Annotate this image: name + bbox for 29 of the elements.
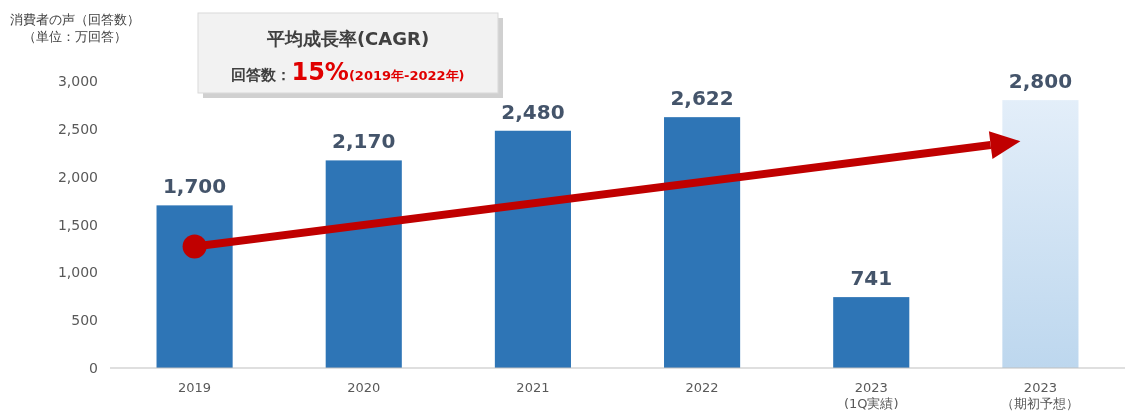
bar <box>664 117 741 368</box>
data-label: 741 <box>850 266 893 291</box>
data-label: 2,800 <box>1008 69 1073 94</box>
x-tick-label: 2023 (1Q実績) <box>843 380 899 412</box>
bar <box>494 130 571 368</box>
x-tick-label: 2019 <box>178 380 212 395</box>
data-label: 2,622 <box>670 86 734 111</box>
y-tick-label: 500 <box>71 312 98 329</box>
bar <box>325 160 402 368</box>
x-tick-label: 2020 <box>347 380 381 395</box>
data-label: 1,700 <box>162 174 227 199</box>
text: 平均成長率(CAGR) <box>265 28 430 49</box>
y-tick-label: 1,500 <box>57 216 98 233</box>
x-tick-label: 2022 <box>685 380 719 395</box>
bar <box>156 205 233 368</box>
y-tick-label: 3,000 <box>57 73 98 89</box>
bar <box>1002 100 1079 368</box>
y-tick-label: 1,000 <box>57 264 98 281</box>
y-axis-title: 消費者の声（回答数） <box>10 12 140 27</box>
data-label: 2,480 <box>501 99 565 124</box>
x-tick-label: 2023 （期初予想） <box>1001 380 1080 412</box>
bar <box>833 297 910 368</box>
x-tick-label: 2021 <box>516 380 550 395</box>
text: （単位：万回答） <box>23 29 127 44</box>
y-tick-label: 0 <box>89 360 98 376</box>
y-tick-label: 2,500 <box>57 120 98 137</box>
annotation: 回答数：15%(2019年-2022年) <box>231 58 465 86</box>
data-label: 2,170 <box>332 129 396 154</box>
y-tick-label: 2,000 <box>57 168 98 185</box>
